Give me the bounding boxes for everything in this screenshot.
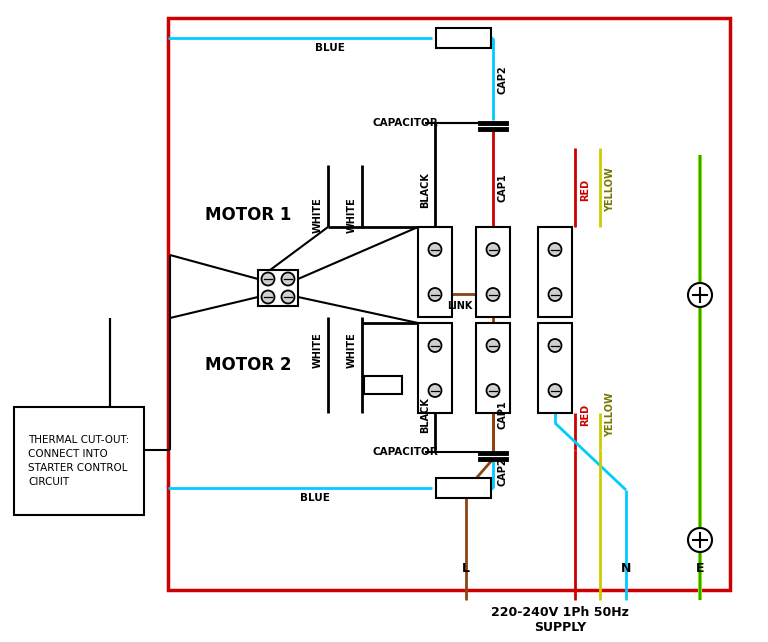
Circle shape — [429, 384, 442, 397]
Bar — [435, 28, 491, 48]
Circle shape — [548, 384, 561, 397]
Circle shape — [486, 339, 499, 352]
Bar — [476, 227, 510, 317]
Bar — [258, 270, 298, 306]
Circle shape — [688, 283, 712, 307]
Circle shape — [548, 243, 561, 256]
Circle shape — [282, 290, 294, 304]
Text: YELLOW: YELLOW — [605, 168, 615, 213]
Text: CAPACITOR: CAPACITOR — [372, 447, 438, 457]
Text: MOTOR 1: MOTOR 1 — [205, 206, 291, 224]
Text: CAP2: CAP2 — [498, 458, 508, 486]
Text: WHITE: WHITE — [313, 197, 323, 233]
Text: 220-240V 1Ph 50Hz
SUPPLY: 220-240V 1Ph 50Hz SUPPLY — [491, 606, 629, 634]
Circle shape — [486, 384, 499, 397]
Text: N: N — [621, 562, 631, 575]
Circle shape — [548, 339, 561, 352]
Circle shape — [688, 528, 712, 552]
Circle shape — [486, 288, 499, 301]
Text: L: L — [462, 562, 470, 575]
Bar — [435, 478, 491, 498]
Text: THERMAL CUT-OUT:
CONNECT INTO
STARTER CONTROL
CIRCUIT: THERMAL CUT-OUT: CONNECT INTO STARTER CO… — [28, 435, 130, 487]
Text: WHITE: WHITE — [347, 197, 357, 233]
Text: CAP1: CAP1 — [498, 401, 508, 429]
Text: WHITE: WHITE — [313, 332, 323, 368]
Circle shape — [548, 288, 561, 301]
Text: BLACK: BLACK — [420, 172, 430, 208]
Bar — [418, 323, 452, 413]
Circle shape — [282, 272, 294, 286]
Circle shape — [429, 288, 442, 301]
Text: YELLOW: YELLOW — [605, 393, 615, 437]
Text: RED: RED — [580, 179, 590, 201]
Text: MOTOR 2: MOTOR 2 — [205, 356, 291, 374]
Bar — [168, 18, 730, 590]
Text: BLUE: BLUE — [300, 493, 330, 503]
Text: RED: RED — [580, 404, 590, 426]
Bar — [538, 227, 572, 317]
Text: BLUE: BLUE — [315, 43, 345, 53]
Circle shape — [486, 243, 499, 256]
Circle shape — [429, 339, 442, 352]
Text: CAPACITOR: CAPACITOR — [372, 118, 438, 128]
Text: LINK: LINK — [447, 301, 472, 311]
Circle shape — [429, 243, 442, 256]
Bar — [14, 407, 144, 515]
Text: BLACK: BLACK — [420, 397, 430, 433]
Text: CAP2: CAP2 — [498, 65, 508, 94]
Bar — [538, 323, 572, 413]
Circle shape — [261, 272, 274, 286]
Bar — [418, 227, 452, 317]
Circle shape — [261, 290, 274, 304]
Bar — [364, 376, 402, 394]
Text: WHITE: WHITE — [347, 332, 357, 368]
Text: CAP1: CAP1 — [498, 174, 508, 202]
Text: E: E — [696, 562, 704, 575]
Bar — [476, 323, 510, 413]
